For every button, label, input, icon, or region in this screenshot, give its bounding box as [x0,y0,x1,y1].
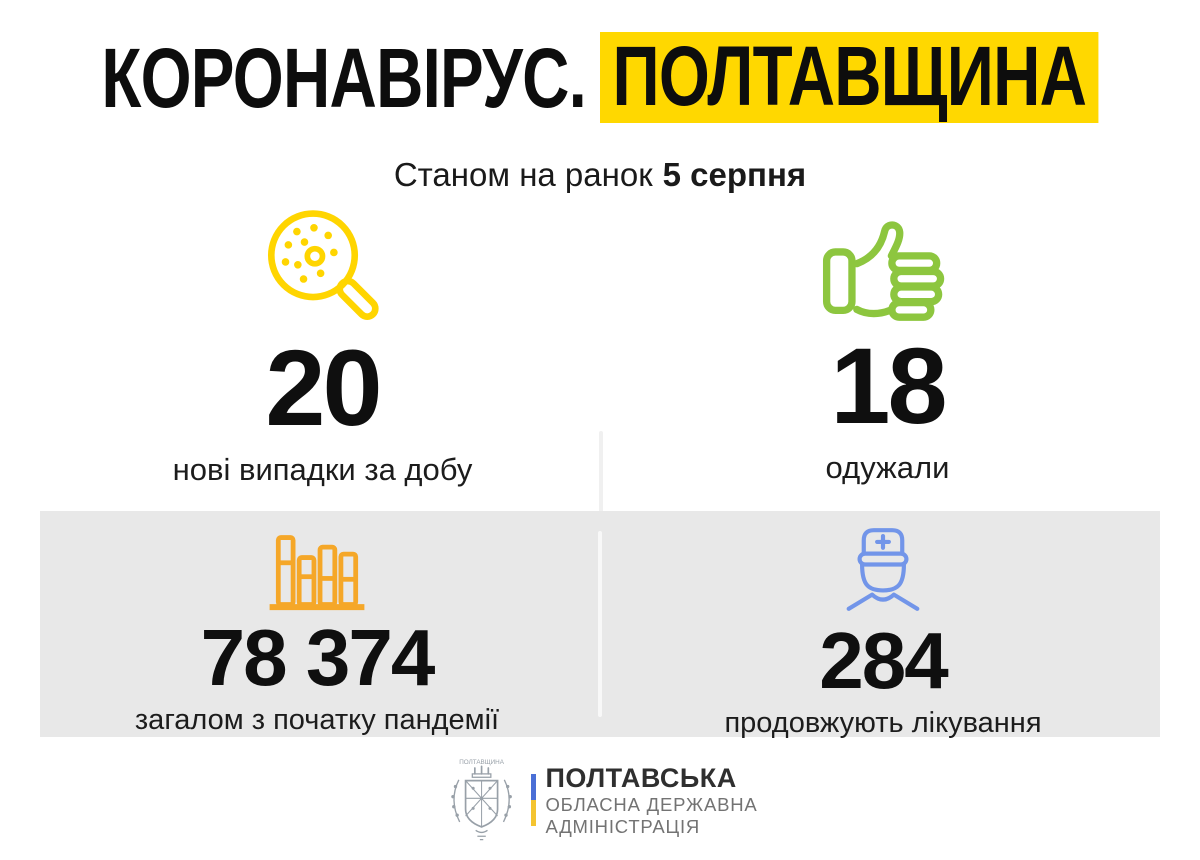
stat-under-treatment: 284 продовжують лікування [594,511,1160,739]
stat-value-recovered: 18 [830,325,947,446]
coat-of-arms-icon: ПОЛТАВЩИНА [442,756,522,844]
flag-blue-half [531,774,537,800]
stats-top-row: 20 нові випадки за добу 18 одужали [0,206,1200,676]
stat-label-total: загалом з початку пандемії [134,704,500,736]
bar-chart-icon [267,519,367,612]
flag-yellow-half [531,800,537,826]
stat-value-new-cases: 20 [265,327,382,448]
panel-section-divider [598,531,602,717]
doctor-icon [837,519,929,615]
page-title: КОРОНАВІРУС. ПОЛТАВЩИНА [101,32,1099,124]
org-name-block: ПОЛТАВСЬКА ОБЛАСНА ДЕРЖАВНА АДМІНІСТРАЦІ… [545,763,757,837]
org-subtitle-line1: ОБЛАСНА ДЕРЖАВНА [545,794,758,816]
subtitle-date: 5 серпня [662,156,807,193]
stats-bottom-panel: 78 374 загалом з початку пандемії 284 пр… [40,511,1160,739]
title-main: КОРОНАВІРУС. [101,30,587,125]
stat-recovered: 18 одужали [605,206,1200,486]
org-subtitle-line2: АДМІНІСТРАЦІЯ [545,815,701,837]
stat-total: 78 374 загалом з початку пандемії [40,511,594,737]
emblem-caption: ПОЛТАВЩИНА [460,759,505,766]
subtitle-date-line: Станом на ранок 5 серпня [0,156,1200,194]
footer-logo: ПОЛТАВЩИНА ПОЛТАВСЬКА [0,756,1200,844]
title-highlighted: ПОЛТАВЩИНА [600,32,1099,124]
thumbs-up-icon [820,206,955,332]
stat-value-total: 78 374 [200,613,436,702]
flag-divider [531,774,537,826]
stat-value-under-treatment: 284 [819,616,948,705]
subtitle-prefix: Станом на ранок [393,156,653,193]
stat-label-under-treatment: продовжують лікування [724,707,1042,739]
virus-magnifier-icon [260,206,385,334]
stat-label-recovered: одужали [825,450,950,485]
stat-label-new-cases: нові випадки за добу [172,452,473,487]
stat-new-cases: 20 нові випадки за добу [0,206,605,487]
org-name: ПОЛТАВСЬКА [545,763,737,794]
